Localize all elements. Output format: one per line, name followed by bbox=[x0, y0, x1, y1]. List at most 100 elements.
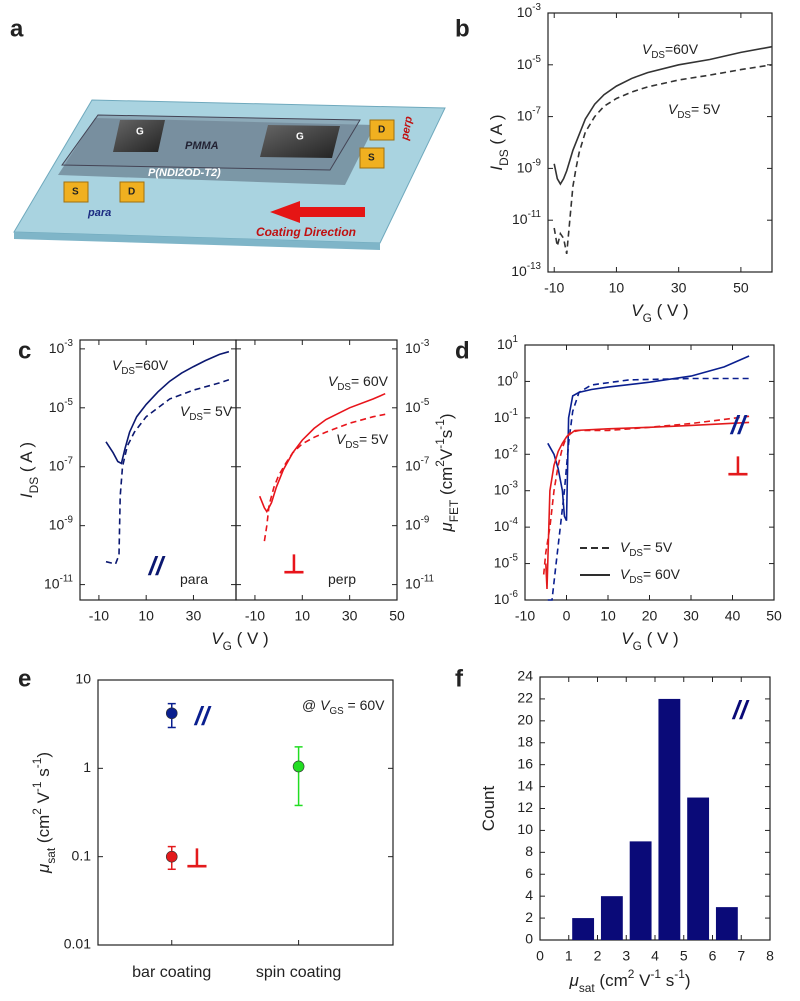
text-part: DS bbox=[677, 110, 691, 121]
text-part: 10 bbox=[49, 457, 65, 473]
text-part: V bbox=[180, 403, 191, 419]
text-part: 1 bbox=[513, 334, 518, 345]
y-tick-label: 10-11 bbox=[44, 574, 73, 592]
legend-label: VDS= 60V bbox=[620, 566, 681, 586]
annotation: VDS= 5V bbox=[180, 403, 233, 423]
y-tick-label: 1 bbox=[83, 759, 91, 775]
text-part: V bbox=[634, 971, 651, 990]
text-part: = 5V bbox=[643, 539, 673, 555]
label: S bbox=[368, 153, 375, 164]
y-tick-label: 10-11 bbox=[512, 209, 541, 227]
x-tick-label: -10 bbox=[245, 608, 265, 624]
y-tick-label: 10-2 bbox=[494, 443, 518, 461]
x-tick-label: 7 bbox=[737, 948, 745, 964]
text-part: DS bbox=[651, 50, 665, 61]
text-part: = 60V bbox=[643, 566, 681, 582]
text-part: ) bbox=[437, 413, 456, 419]
text-part: -13 bbox=[527, 261, 542, 272]
y-tick-label: 10 bbox=[75, 671, 91, 687]
x-tick-label: 0 bbox=[536, 948, 544, 964]
x-tick-label: 50 bbox=[733, 280, 749, 296]
panel-label: c bbox=[18, 337, 31, 364]
electrode bbox=[359, 147, 385, 169]
panel-label: e bbox=[18, 665, 31, 692]
y-tick-label: 18 bbox=[517, 733, 533, 749]
text-part: V bbox=[211, 629, 224, 648]
text-part: -7 bbox=[532, 106, 541, 117]
series-line bbox=[263, 413, 386, 542]
text-part: G bbox=[643, 311, 652, 325]
text-part: ( A ) bbox=[17, 442, 36, 477]
text-part: 10 bbox=[517, 159, 533, 175]
label: P(NDI2OD-T2) bbox=[148, 167, 221, 179]
point bbox=[165, 707, 178, 720]
y-tick-label: 2 bbox=[525, 909, 533, 925]
annotation: @ VGS = 60V bbox=[302, 697, 385, 717]
y-tick-label: 4 bbox=[525, 887, 533, 903]
text-part: 2 bbox=[433, 460, 447, 467]
y-axis-label: μsat (cm2 V-1 s-1) bbox=[30, 752, 58, 874]
text-part: // bbox=[732, 695, 750, 725]
text-part: DS bbox=[629, 548, 643, 559]
text-part: V bbox=[112, 357, 123, 373]
text-part: (cm bbox=[595, 971, 628, 990]
text-part: 10 bbox=[517, 107, 533, 123]
y-tick-label: 10-7 bbox=[517, 106, 541, 124]
text-part: perp bbox=[328, 571, 356, 587]
y-tick-label: 8 bbox=[525, 843, 533, 859]
panel-label: b bbox=[455, 15, 470, 42]
annotation: VDS= 5V bbox=[668, 101, 721, 121]
text-part: V bbox=[620, 539, 631, 555]
text-part: 10 bbox=[49, 399, 65, 415]
annotation: VDS= 5V bbox=[336, 431, 389, 451]
y-tick-label: 10-3 bbox=[494, 480, 519, 498]
text-part: ⊥ bbox=[283, 549, 306, 579]
y-tick-label: 14 bbox=[517, 777, 533, 793]
gate bbox=[260, 125, 340, 158]
text-part: -3 bbox=[532, 2, 541, 13]
text-part: ( A ) bbox=[487, 114, 506, 149]
text-part: I bbox=[487, 166, 506, 171]
text-part: 10 bbox=[511, 263, 527, 279]
text-part: ) bbox=[685, 971, 691, 990]
series-line bbox=[553, 45, 773, 186]
annotation: VDS= 60V bbox=[328, 373, 389, 393]
electrode bbox=[119, 181, 145, 203]
plot-frame bbox=[97, 679, 394, 946]
x-tick-label: -10 bbox=[544, 280, 564, 296]
text-part: -5 bbox=[64, 397, 73, 408]
text-part: 10 bbox=[49, 340, 65, 356]
text-part: -1 bbox=[509, 407, 518, 418]
x-tick-label: 10 bbox=[600, 608, 616, 624]
series-line bbox=[547, 377, 750, 601]
text-part: V bbox=[668, 101, 679, 117]
series-line bbox=[105, 350, 230, 465]
y-tick-label: 10-9 bbox=[405, 515, 429, 533]
text-part: 10 bbox=[494, 445, 510, 461]
bar bbox=[629, 841, 652, 940]
text-part: 10 bbox=[494, 554, 510, 570]
text-part: sat bbox=[579, 981, 596, 995]
series-line bbox=[553, 64, 773, 255]
text-part: DS bbox=[629, 575, 643, 586]
text-part: -5 bbox=[509, 553, 518, 564]
y-tick-label: 10-7 bbox=[405, 456, 429, 474]
y-tick-label: 10-5 bbox=[49, 397, 74, 415]
annotation: perp bbox=[328, 571, 356, 587]
annotation: // bbox=[732, 695, 750, 725]
text-part: 10 bbox=[405, 399, 421, 415]
text-part: = 5V bbox=[359, 431, 389, 447]
x-axis-label: VG ( V ) bbox=[621, 629, 678, 653]
point bbox=[292, 760, 305, 773]
annotation: VDS=60V bbox=[642, 41, 699, 61]
text-part: V bbox=[34, 791, 53, 808]
x-axis-label: VG ( V ) bbox=[211, 629, 268, 653]
x-axis-label: VG ( V ) bbox=[631, 301, 688, 325]
bar bbox=[600, 896, 623, 940]
text-part: DS bbox=[121, 366, 135, 377]
text-part: ( V ) bbox=[652, 301, 689, 320]
panel-label: d bbox=[455, 337, 470, 364]
text-part: -7 bbox=[421, 456, 430, 467]
text-part: V bbox=[336, 431, 347, 447]
